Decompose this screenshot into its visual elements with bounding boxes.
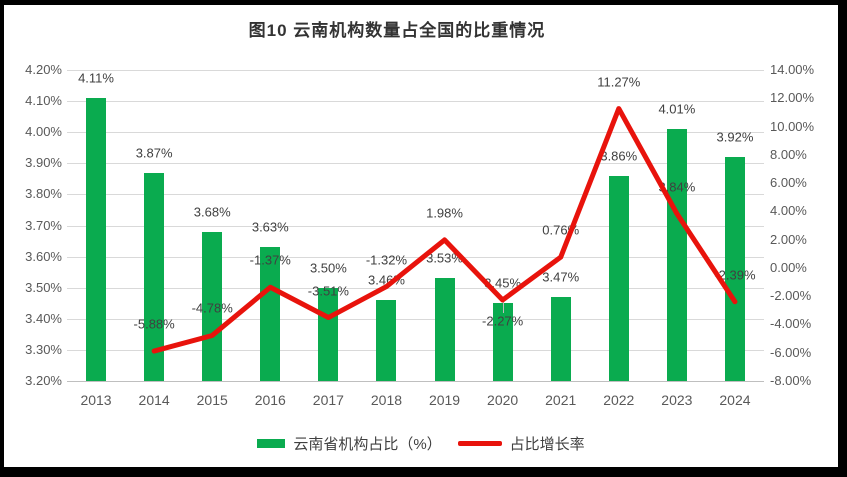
bar-label: 4.01% — [658, 101, 696, 117]
y-axis-tick-label: 3.30% — [25, 341, 62, 357]
y-axis-tick-label: 3.80% — [25, 186, 62, 202]
gridline — [67, 225, 764, 227]
gridline — [67, 70, 764, 71]
legend-item-line: 占比增长率 — [457, 433, 585, 454]
line-label: -1.32% — [365, 252, 408, 268]
x-axis-line — [67, 381, 764, 382]
x-axis-label: 2017 — [312, 392, 344, 408]
line-label: -3.51% — [307, 283, 349, 299]
x-axis-label: 2021 — [545, 392, 577, 408]
line-label: -1.37% — [249, 252, 291, 268]
bar-2013 — [86, 97, 107, 381]
bar-2019 — [434, 278, 455, 381]
legend: 云南省机构占比（%） 占比增长率 — [4, 433, 838, 454]
x-axis-label: 2016 — [254, 392, 286, 408]
bar-label: 3.53% — [426, 250, 463, 266]
y2-axis-tick-label: -4.00% — [770, 316, 812, 332]
line-label: -2.39% — [714, 267, 756, 283]
bar-2018 — [376, 300, 397, 381]
gridline — [67, 101, 764, 103]
y-axis-tick-label: 3.40% — [25, 310, 62, 326]
y2-axis-tick-label: 6.00% — [770, 175, 807, 191]
chart-title: 图10 云南机构数量占全国的比重情况 — [248, 21, 546, 40]
y2-axis-tick-label: -6.00% — [770, 344, 812, 360]
bar-2022 — [608, 175, 629, 381]
y-axis-tick-label: 3.50% — [25, 279, 62, 295]
growth-rate-line-series — [151, 106, 738, 354]
legend-item-bar: 云南省机构占比（%） — [257, 433, 442, 454]
y2-axis-tick-label: 2.00% — [770, 231, 807, 247]
bar-2024 — [724, 157, 745, 381]
label-leader-line — [502, 301, 504, 313]
bar-2023 — [666, 129, 687, 381]
y-axis-tick-label: 3.70% — [25, 217, 62, 233]
line-label: -5.88% — [133, 316, 175, 332]
x-axis-label: 2022 — [603, 392, 635, 408]
line-label: 3.84% — [658, 179, 696, 195]
bar-2021 — [550, 297, 571, 381]
line-label: -4.78% — [191, 300, 233, 316]
line-swatch-icon — [457, 441, 502, 446]
bar-2016 — [260, 247, 281, 381]
y2-axis-tick-label: 12.00% — [770, 90, 815, 106]
y2-axis-tick-label: -8.00% — [770, 373, 812, 388]
x-axis-label: 2020 — [487, 392, 519, 408]
bar-2017 — [318, 287, 339, 381]
bar-swatch-icon — [257, 439, 286, 448]
legend-label-line: 占比增长率 — [509, 436, 585, 453]
gridline — [67, 132, 764, 134]
gridline — [67, 318, 764, 320]
x-axis-label: 2018 — [370, 392, 403, 408]
bar-label: 3.47% — [542, 269, 580, 285]
y-axis-tick-label: 4.10% — [25, 93, 62, 109]
y2-axis-tick-label: 14.00% — [770, 62, 815, 77]
y2-axis-tick-label: -2.00% — [770, 288, 812, 304]
x-axis-label: 2013 — [80, 392, 112, 408]
bar-2020 — [492, 303, 513, 381]
x-axis-label: 2015 — [196, 392, 228, 408]
line-label: 1.98% — [426, 205, 463, 221]
y2-axis-tick-label: 4.00% — [770, 203, 807, 219]
x-axis-label: 2014 — [138, 392, 170, 408]
bar-label: 3.87% — [135, 145, 173, 161]
gridline — [67, 349, 764, 351]
line-label: 11.27% — [597, 74, 641, 90]
line-polyline — [151, 106, 738, 354]
bar-label: 3.92% — [716, 129, 754, 145]
gridline — [67, 194, 764, 196]
bar-label: 4.11% — [78, 70, 114, 86]
bar-2015 — [202, 231, 223, 381]
bar-label: 3.86% — [600, 148, 638, 164]
y2-axis-tick-label: 0.00% — [770, 259, 807, 275]
y-axis-tick-label: 3.90% — [25, 155, 62, 171]
x-axis-label: 2023 — [661, 392, 693, 408]
gridline — [67, 287, 764, 289]
line-label: -2.27% — [482, 313, 524, 329]
y-axis-tick-label: 4.00% — [25, 124, 62, 140]
gridline — [67, 256, 764, 258]
gridline — [67, 163, 764, 165]
x-axis-label: 2024 — [719, 392, 751, 408]
x-axis-label: 2019 — [428, 392, 461, 408]
bar-2014 — [144, 172, 165, 381]
y-axis-tick-label: 3.20% — [25, 373, 62, 388]
chart-canvas: 图10 云南机构数量占全国的比重情况 4.20% 4.10% 4.00% 3.90% 3… — [4, 5, 838, 467]
bar-label: 3.63% — [251, 219, 289, 235]
y-axis-tick-label: 3.60% — [25, 248, 62, 264]
legend-label-bar: 云南省机构占比（%） — [293, 436, 442, 453]
y2-axis-tick-label: 8.00% — [770, 146, 807, 162]
y-axis-tick-label: 4.20% — [25, 62, 62, 77]
bar-label: 3.68% — [193, 204, 231, 220]
bar-label: 3.50% — [309, 260, 347, 276]
y2-axis-tick-label: 10.00% — [770, 118, 815, 134]
